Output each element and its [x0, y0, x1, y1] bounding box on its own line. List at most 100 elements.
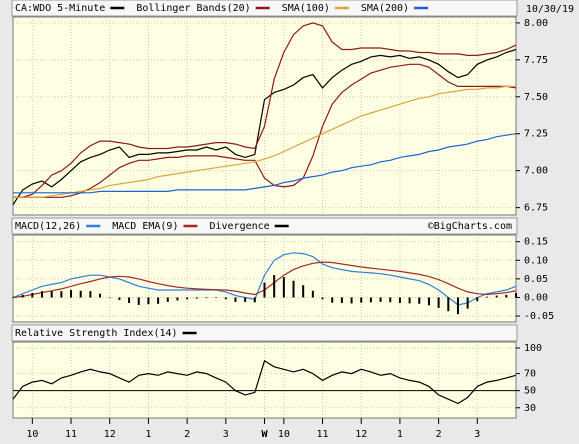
divergence-bar: [186, 297, 189, 300]
series-line: [13, 63, 517, 198]
divergence-bar: [157, 297, 160, 304]
y-tick-label: 70: [524, 369, 536, 380]
y-tick-label: 0.05: [524, 274, 548, 285]
divergence-bar: [282, 277, 285, 298]
divergence-bar: [99, 293, 102, 298]
divergence-bar: [79, 290, 82, 298]
series-line: [13, 22, 517, 198]
divergence-bar: [369, 297, 372, 303]
x-tick-label: 12: [104, 429, 116, 440]
divergence-bar: [515, 293, 517, 298]
x-tick-label: 1: [397, 429, 403, 440]
x-tick-label: 3: [474, 429, 480, 440]
divergence-bar: [195, 297, 198, 299]
divergence-bar: [456, 297, 459, 315]
divergence-bar: [447, 297, 450, 312]
divergence-bar: [408, 297, 411, 304]
divergence-bar: [273, 275, 276, 298]
divergence-bar: [118, 297, 121, 301]
divergence-bar: [476, 297, 479, 302]
x-tick-label: 2: [436, 429, 442, 440]
y-tick-label: 7.75: [524, 55, 548, 66]
legend-label: SMA(200): [361, 3, 409, 14]
divergence-bar: [224, 297, 227, 300]
divergence-bar: [292, 280, 295, 298]
legend-label: SMA(100): [282, 3, 330, 14]
divergence-bar: [331, 297, 334, 303]
legend-label: Divergence: [209, 221, 269, 232]
divergence-bar: [495, 295, 498, 298]
divergence-bar: [360, 297, 363, 303]
divergence-bar: [379, 297, 382, 302]
divergence-bar: [41, 291, 44, 298]
divergence-bar: [505, 294, 508, 298]
divergence-bar: [321, 297, 324, 300]
divergence-bar: [205, 297, 208, 299]
divergence-bar: [311, 290, 314, 298]
x-tick-label: 10: [278, 429, 290, 440]
divergence-bar: [137, 297, 140, 305]
y-tick-label: 0.15: [524, 237, 548, 248]
divergence-bar: [340, 297, 343, 304]
divergence-bar: [350, 297, 353, 304]
divergence-bar: [12, 297, 14, 298]
legend-label: Relative Strength Index(14): [15, 328, 178, 339]
divergence-bar: [485, 296, 488, 298]
divergence-bar: [466, 297, 469, 309]
y-tick-label: 7.00: [524, 166, 548, 177]
divergence-bar: [398, 297, 401, 304]
x-tick-label: 1: [145, 429, 151, 440]
divergence-bar: [437, 297, 440, 308]
series-line: [12, 359, 517, 405]
divergence-bar: [108, 297, 111, 298]
divergence-bar: [50, 291, 53, 298]
divergence-bar: [166, 297, 169, 302]
divergence-bar: [302, 285, 305, 298]
legend-label: MACD EMA(9): [112, 221, 178, 232]
x-tick-label: 12: [355, 429, 367, 440]
y-tick-label: 50: [524, 386, 536, 397]
y-tick-label: 8.00: [524, 18, 548, 29]
x-tick-label: 11: [317, 429, 329, 440]
divergence-bar: [128, 297, 131, 304]
y-tick-label: -0.05: [524, 311, 554, 322]
series-line: [13, 133, 517, 194]
x-tick-label: 10: [26, 429, 38, 440]
y-tick-label: 0.10: [524, 255, 548, 266]
watermark: ©BigCharts.com: [428, 221, 512, 232]
divergence-bar: [147, 297, 150, 305]
divergence-bar: [263, 282, 266, 298]
legend-label: Bollinger Bands(20): [136, 3, 250, 14]
series-line: [12, 48, 517, 206]
divergence-bar: [89, 291, 92, 298]
x-tick-label: 11: [65, 429, 77, 440]
y-tick-label: 30: [524, 403, 536, 414]
divergence-bar: [244, 297, 247, 302]
legend-strip: [11, 217, 518, 235]
divergence-bar: [418, 297, 421, 304]
divergence-bar: [389, 297, 392, 303]
divergence-bar: [60, 291, 63, 298]
series-line: [12, 252, 517, 306]
divergence-bar: [234, 297, 237, 302]
divergence-bar: [176, 297, 179, 301]
legend-label: CA:WDO 5-Minute: [15, 3, 105, 14]
series-line: [13, 85, 516, 198]
y-tick-label: 7.50: [524, 92, 548, 103]
divergence-bar: [21, 294, 24, 298]
legend-label: MACD(12,26): [15, 221, 81, 232]
plot-area: [12, 341, 517, 419]
date: 10/30/19: [526, 4, 574, 15]
x-tick-label: W: [261, 429, 268, 440]
y-tick-label: 7.25: [524, 129, 548, 140]
divergence-bar: [215, 297, 218, 298]
y-tick-label: 100: [524, 343, 542, 354]
y-tick-label: 0.00: [524, 292, 548, 303]
divergence-bar: [31, 293, 34, 298]
divergence-bar: [70, 290, 73, 298]
y-tick-label: 6.75: [524, 203, 548, 214]
x-tick-label: 2: [184, 429, 190, 440]
legend-strip: [11, 324, 518, 342]
divergence-bar: [253, 297, 256, 303]
